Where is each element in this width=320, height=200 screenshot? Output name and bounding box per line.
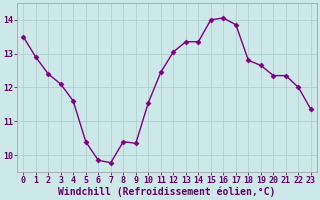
X-axis label: Windchill (Refroidissement éolien,°C): Windchill (Refroidissement éolien,°C) xyxy=(58,187,276,197)
